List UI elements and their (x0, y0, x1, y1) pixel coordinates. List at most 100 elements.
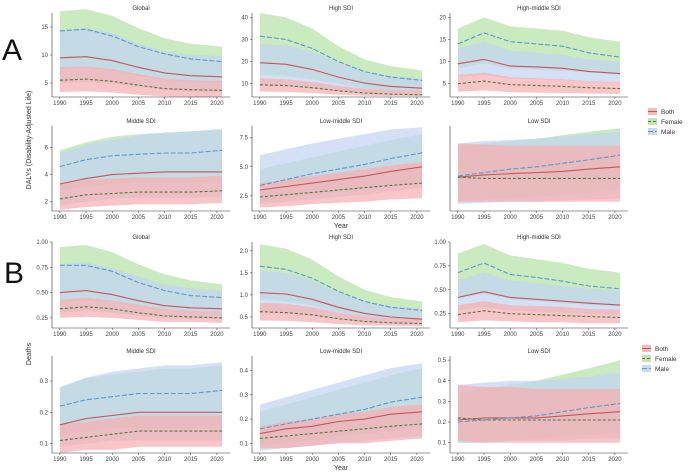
x-tick-label: 2005 (530, 215, 544, 221)
x-tick-label: 1990 (53, 332, 67, 338)
x-tick-label: 2015 (184, 457, 198, 463)
panel-title: High SDI (329, 235, 353, 241)
x-tick-label: 2020 (410, 215, 424, 221)
legend-label: Female (661, 119, 683, 126)
y-tick-label: 4 (45, 173, 49, 179)
series-line-male (259, 152, 423, 186)
y-tick-label: 0.3 (40, 379, 49, 385)
x-tick-label: 2010 (556, 332, 570, 338)
x-tick-label: 2020 (210, 457, 224, 463)
series-line-male (457, 262, 621, 290)
y-tick-label: 0.1 (240, 441, 249, 447)
x-axis-title: Year (334, 223, 349, 230)
series-line-both (259, 292, 423, 320)
x-tick-label: 2015 (384, 101, 398, 107)
series-line-male (457, 402, 621, 423)
y-tick-label: 10 (439, 60, 446, 66)
panel-8: High SDI 1990 1995 2000 2005 2010 2015 2020 0.5 1… (240, 235, 430, 338)
x-tick-label: 1990 (451, 215, 465, 221)
panel-title: High-middle SDI (517, 235, 561, 241)
x-tick-label: 2015 (384, 457, 398, 463)
series-line-female (259, 423, 423, 439)
panel-title: Low-middle SDI (320, 349, 363, 355)
panel-10: Middle SDI 1990 1995 2000 2005 2010 2015 2020 0.… (40, 349, 230, 463)
x-tick-label: 2015 (582, 457, 596, 463)
series-line-both (59, 290, 223, 310)
uncertainty-band-red (457, 72, 621, 94)
x-tick-label: 2005 (332, 332, 346, 338)
x-tick-label: 1990 (53, 101, 67, 107)
x-tick-label: 2005 (132, 457, 146, 463)
panel-4: Middle SDI 1990 1995 2000 2005 2010 2015 2020 2 4… (45, 119, 230, 221)
x-tick-label: 2005 (530, 332, 544, 338)
series-line-both (59, 56, 223, 78)
x-tick-label: 2015 (384, 215, 398, 221)
x-tick-label: 1990 (53, 457, 67, 463)
x-tick-label: 2010 (158, 332, 172, 338)
legend-swatch (642, 355, 651, 362)
y-tick-label: 6 (45, 146, 49, 152)
y-tick-label: 15 (41, 25, 48, 31)
x-tick-label: 1995 (279, 457, 293, 463)
x-tick-label: 2000 (306, 332, 320, 338)
panel-12: Low SDI 1990 1995 2000 2005 2010 2015 2020 0.1 0.… (438, 349, 628, 463)
x-tick-label: 2010 (158, 215, 172, 221)
series-line-female (59, 190, 223, 200)
y-tick-label: 5 (45, 81, 49, 87)
series-line-both (59, 171, 223, 185)
legend-item-both: Both (648, 108, 675, 116)
y-tick-label: 0.4 (438, 379, 447, 385)
uncertainty-band-red (59, 415, 223, 453)
y-tick-label: 1.00 (36, 240, 48, 246)
x-axis-title: Year (334, 465, 349, 472)
x-tick-label: 1990 (253, 101, 267, 107)
series-line-both (259, 62, 423, 89)
y-tick-label: 7.5 (240, 136, 249, 142)
y-tick-label: 40 (241, 15, 248, 21)
x-tick-label: 2020 (608, 215, 622, 221)
y-tick-label: 0.3 (240, 393, 249, 399)
x-tick-label: 2015 (184, 101, 198, 107)
x-tick-label: 1990 (253, 332, 267, 338)
y-tick-label: 0.25 (434, 312, 446, 318)
series-line-female (59, 306, 223, 319)
y-tick-label: 2.0 (240, 249, 249, 255)
series-line-female (457, 80, 621, 90)
y-tick-label: 0.3 (438, 399, 447, 405)
x-tick-label: 2020 (410, 332, 424, 338)
series-line-both (259, 411, 423, 435)
x-tick-label: 1995 (279, 101, 293, 107)
uncertainty-band-red (259, 78, 423, 97)
y-tick-label: 0.5 (240, 315, 249, 321)
y-tick-label: 0.2 (438, 420, 447, 426)
x-tick-label: 2000 (306, 101, 320, 107)
series-line-both (457, 166, 621, 178)
legend-label: Male (661, 129, 675, 136)
y-tick-label: 0.75 (36, 265, 48, 271)
x-tick-label: 2005 (332, 457, 346, 463)
x-tick-label: 2000 (504, 215, 518, 221)
x-tick-label: 1995 (477, 457, 491, 463)
panel-title: Middle SDI (126, 349, 156, 355)
series-line-female (259, 84, 423, 96)
x-tick-label: 2010 (158, 101, 172, 107)
x-tick-label: 2005 (132, 101, 146, 107)
panel-1: Global 1990 1995 2000 2005 2010 2015 2020 5 10 15 (41, 6, 230, 107)
x-tick-label: 1990 (253, 457, 267, 463)
y-tick-label: 0.50 (36, 291, 48, 297)
y-tick-label: 2 (45, 200, 49, 206)
x-tick-label: 2005 (332, 215, 346, 221)
x-tick-label: 2000 (306, 457, 320, 463)
x-tick-label: 1995 (477, 101, 491, 107)
x-tick-label: 2015 (184, 332, 198, 338)
y-tick-label: 2.5 (240, 194, 249, 200)
x-tick-label: 2010 (158, 457, 172, 463)
x-tick-label: 2015 (184, 215, 198, 221)
legend-item-both: Both (642, 345, 669, 353)
series-line-female (259, 182, 423, 198)
legend-label: Male (655, 366, 669, 373)
y-tick-label: 10 (241, 82, 248, 88)
legend-swatch (648, 118, 657, 125)
legend-item-male: Male (648, 128, 675, 136)
